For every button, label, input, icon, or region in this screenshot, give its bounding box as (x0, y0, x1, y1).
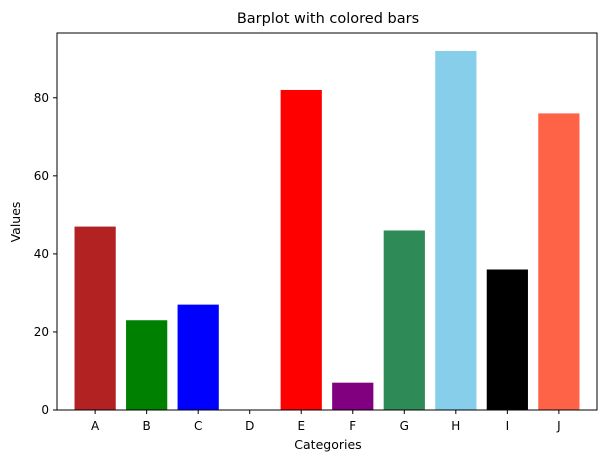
bar-a (74, 226, 116, 410)
bar-j (538, 113, 580, 410)
x-tick-label: E (297, 419, 305, 433)
x-tick-label: G (400, 419, 409, 433)
bar-b (126, 320, 168, 410)
y-axis: 0 20 40 60 80 (34, 91, 57, 417)
x-tick-label: C (194, 419, 202, 433)
x-tick-label: F (349, 419, 356, 433)
plot-frame (56, 32, 598, 411)
y-axis-label: Values (8, 202, 23, 243)
bar-c (177, 304, 219, 410)
y-tick-label: 20 (34, 325, 49, 339)
x-tick-label: A (91, 419, 100, 433)
x-tick-label: H (451, 419, 460, 433)
x-axis: A B C D E F G H I J (91, 410, 561, 433)
bar-e (280, 89, 322, 410)
bar-h (435, 50, 477, 410)
bar-g (383, 230, 425, 410)
bars-group (74, 50, 580, 410)
chart-title: Barplot with colored bars (237, 11, 419, 27)
y-tick-label: 80 (34, 91, 49, 105)
bar-i (486, 269, 528, 410)
y-tick-label: 60 (34, 169, 49, 183)
bar-f (332, 382, 374, 410)
x-tick-label: J (556, 419, 561, 433)
x-tick-label: I (506, 419, 510, 433)
y-tick-label: 0 (41, 403, 49, 417)
x-axis-label: Categories (294, 437, 361, 452)
x-tick-label: D (245, 419, 254, 433)
y-tick-label: 40 (34, 247, 49, 261)
x-tick-label: B (143, 419, 151, 433)
